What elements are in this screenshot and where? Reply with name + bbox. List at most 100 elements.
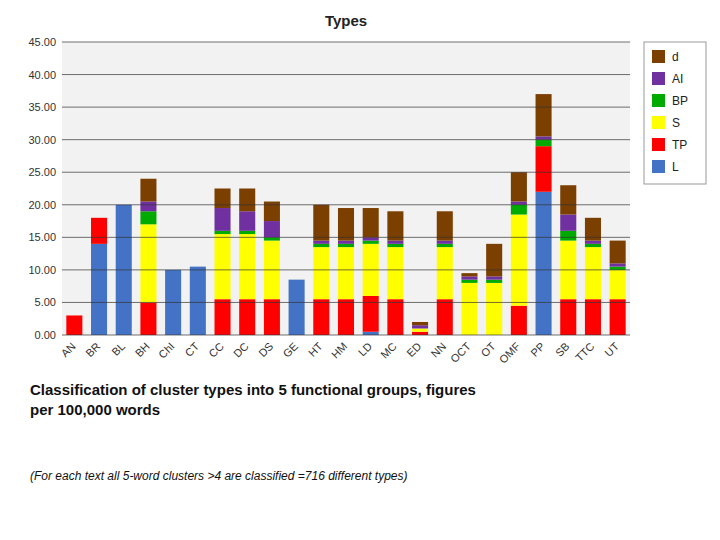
bar-segment bbox=[338, 244, 354, 247]
bar-segment bbox=[585, 299, 601, 335]
grid-line bbox=[62, 302, 630, 303]
bar-segment bbox=[437, 211, 453, 240]
x-tick-label: OCT bbox=[448, 340, 473, 365]
bar-segment bbox=[363, 332, 379, 335]
bar-segment bbox=[387, 241, 403, 244]
bar-segment bbox=[511, 172, 527, 201]
bar-segment bbox=[313, 205, 329, 241]
x-tick-label: LD bbox=[356, 340, 374, 358]
plot-area bbox=[62, 42, 630, 335]
bar-segment bbox=[289, 279, 305, 280]
bar-segment bbox=[338, 247, 354, 299]
legend-box bbox=[644, 42, 706, 184]
x-tick-label: UT bbox=[602, 340, 621, 359]
bar-segment bbox=[190, 267, 206, 335]
bar-segment bbox=[140, 179, 156, 202]
grid-line bbox=[62, 42, 630, 43]
y-tick-label: 15.00 bbox=[28, 231, 56, 243]
x-tick-label: HT bbox=[306, 340, 325, 359]
bar-segment bbox=[536, 192, 552, 335]
bar-segment bbox=[610, 263, 626, 266]
x-tick-label: AN bbox=[59, 340, 78, 359]
y-tick-label: 30.00 bbox=[28, 134, 56, 146]
legend-label: L bbox=[672, 160, 679, 174]
bar-segment bbox=[190, 266, 206, 267]
bar-segment bbox=[264, 237, 280, 240]
bar-segment bbox=[214, 231, 230, 234]
y-tick-label: 35.00 bbox=[28, 101, 56, 113]
bar-segment bbox=[412, 325, 428, 328]
bar-segment bbox=[91, 218, 107, 244]
bar-segment bbox=[387, 211, 403, 240]
legend-label: d bbox=[672, 50, 679, 64]
bar-segment bbox=[289, 280, 305, 335]
grid-line bbox=[62, 269, 630, 270]
legend-label: BP bbox=[672, 94, 688, 108]
bar-segment bbox=[91, 217, 107, 218]
bar-segment bbox=[437, 244, 453, 247]
bar-segment bbox=[190, 266, 206, 267]
bar-segment bbox=[511, 215, 527, 306]
y-tick-label: 45.00 bbox=[28, 36, 56, 48]
bars bbox=[66, 94, 625, 335]
title: Types bbox=[325, 12, 367, 29]
bar-segment bbox=[486, 280, 502, 283]
x-tick-label: ED bbox=[404, 340, 423, 359]
bar-segment bbox=[412, 328, 428, 331]
x-axis: ANBRBLBHChICTCCDCDSGEHTHMLDMCEDNNOCTOTOM… bbox=[59, 340, 622, 366]
bar-segment bbox=[91, 217, 107, 218]
x-tick-label: OMF bbox=[497, 340, 523, 366]
bar-segment bbox=[585, 241, 601, 244]
bar-segment bbox=[560, 231, 576, 241]
bar-segment bbox=[412, 332, 428, 335]
bar-segment bbox=[289, 279, 305, 280]
bar-segment bbox=[585, 244, 601, 247]
caption-line: (For each text all 5-word clusters >4 ar… bbox=[30, 469, 408, 483]
bar-segment bbox=[363, 237, 379, 240]
legend-swatch bbox=[652, 116, 665, 129]
x-tick-label: ChI bbox=[156, 340, 177, 361]
x-tick-label: GE bbox=[280, 340, 300, 360]
bar-segment bbox=[239, 299, 255, 335]
bar-segment bbox=[437, 299, 453, 335]
bar-segment bbox=[536, 136, 552, 139]
bar-segment bbox=[239, 211, 255, 231]
x-tick-label: TTC bbox=[573, 340, 597, 364]
bar-segment bbox=[239, 234, 255, 299]
bar-segment bbox=[461, 273, 477, 276]
y-tick-label: 5.00 bbox=[35, 296, 56, 308]
bar-segment bbox=[91, 217, 107, 218]
bar-segment bbox=[610, 241, 626, 264]
x-tick-label: CT bbox=[182, 340, 201, 359]
caption: (For each text all 5-word clusters >4 ar… bbox=[30, 469, 408, 483]
bar-segment bbox=[560, 215, 576, 231]
legend-swatch bbox=[652, 50, 665, 63]
bar-segment bbox=[66, 315, 82, 335]
bar-segment bbox=[289, 279, 305, 280]
bar-segment bbox=[239, 231, 255, 234]
bar-segment bbox=[461, 280, 477, 283]
legend-label: TP bbox=[672, 138, 687, 152]
legend-label: AI bbox=[672, 72, 683, 86]
bar-segment bbox=[214, 299, 230, 335]
bar-segment bbox=[313, 299, 329, 335]
bar-segment bbox=[437, 241, 453, 244]
y-tick-label: 0.00 bbox=[35, 329, 56, 341]
bar-segment bbox=[264, 221, 280, 237]
bar-segment bbox=[387, 299, 403, 335]
bar-segment bbox=[363, 208, 379, 237]
bar-segment bbox=[363, 296, 379, 332]
bar-segment bbox=[412, 322, 428, 325]
legend-swatch bbox=[652, 94, 665, 107]
x-tick-label: OT bbox=[478, 340, 497, 359]
bar-segment bbox=[91, 244, 107, 335]
x-tick-label: SB bbox=[553, 340, 572, 359]
bar-segment bbox=[560, 299, 576, 335]
bar-segment bbox=[289, 279, 305, 280]
legend-swatch bbox=[652, 72, 665, 85]
x-tick-label: DC bbox=[231, 340, 251, 360]
legend: dAIBPSTPL bbox=[644, 42, 706, 184]
x-tick-label: MC bbox=[378, 340, 399, 361]
bar-segment bbox=[140, 224, 156, 302]
bar-segment bbox=[289, 279, 305, 280]
